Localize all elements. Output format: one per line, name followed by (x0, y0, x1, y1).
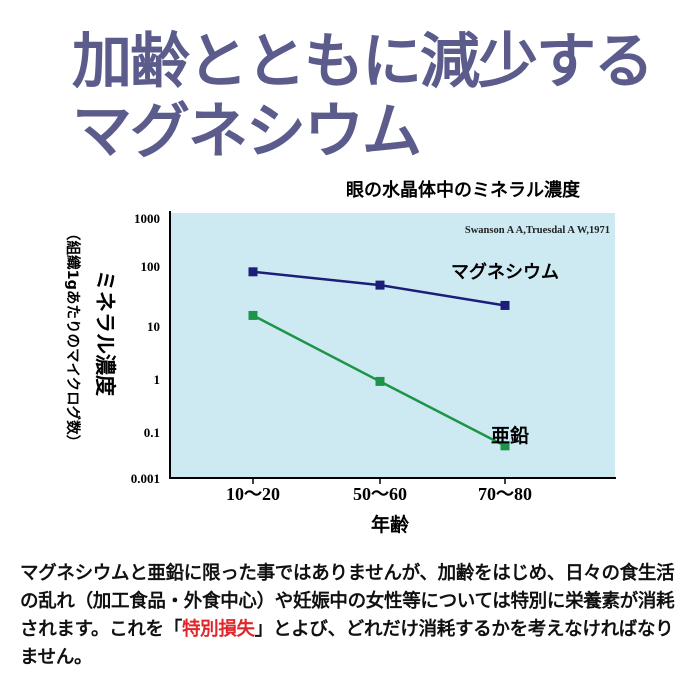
y-tick-label: 1000 (134, 211, 160, 226)
y-tick-label: 0.1 (144, 425, 160, 440)
x-tick-label: 50〜60 (353, 484, 407, 504)
chart-title: 眼の水晶体中のミネラル濃度 (346, 179, 581, 201)
x-tick-label: 10〜20 (226, 484, 280, 504)
source-citation: Swanson A A,Truesdal A W,1971 (465, 225, 610, 236)
y-tick-label: 100 (141, 259, 161, 274)
y-axis-label: ミネラル濃度 (93, 270, 117, 396)
headline-line1: 加齢とともに減少する (72, 27, 654, 97)
y-tick-label: 10 (147, 319, 160, 334)
data-point (375, 280, 385, 290)
body-text-after: 」とよび、どれだけ消耗するかを考えなければなりません。 (20, 619, 674, 668)
data-point (375, 376, 385, 386)
body-paragraph: マグネシウムと亜鉛に限った事ではありませんが、加齢をはじめ、日々の食生活の乱れ（… (20, 560, 690, 672)
series-label: 亜鉛 (491, 424, 529, 447)
body-text-before: マグネシウムと亜鉛に限った事ではありませんが、加齢をはじめ、日々の食生活の乱れ（… (20, 563, 675, 640)
x-axis-label: 年齢 (371, 513, 410, 536)
series-label: マグネシウム (451, 261, 559, 283)
data-point (500, 300, 510, 310)
plot-background (170, 213, 615, 478)
data-point (248, 267, 258, 277)
y-axis-sublabel: （組織1gあたりのマイクログ数） (64, 226, 82, 449)
data-point (500, 441, 510, 451)
body-highlight: 特別損失 (181, 619, 255, 640)
x-tick-label: 70〜80 (478, 484, 532, 504)
y-tick-label: 1 (154, 372, 161, 387)
y-tick-label: 0.001 (131, 471, 160, 486)
headline-line2: マグネシウム (72, 97, 422, 167)
data-point (248, 310, 258, 320)
mineral-chart: 眼の水晶体中のミネラル濃度 Swanson A A,Truesdal A W,1… (64, 179, 616, 536)
